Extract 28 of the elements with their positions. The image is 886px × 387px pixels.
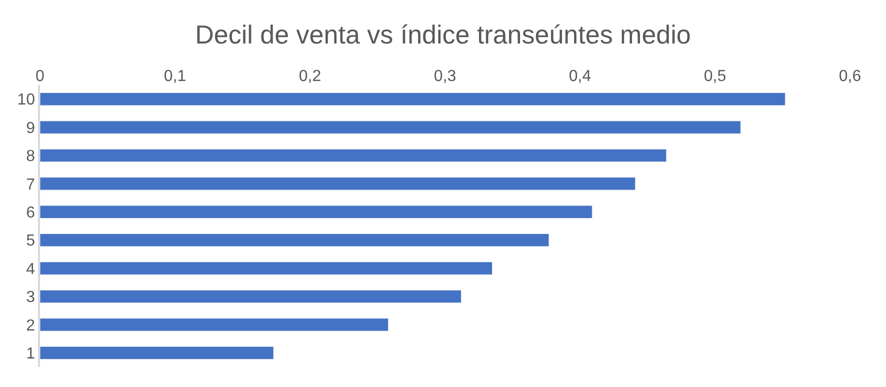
bar: [40, 290, 462, 304]
bar: [40, 262, 492, 275]
y-tick-label: 3: [26, 289, 36, 306]
y-tick-label: 2: [26, 317, 36, 334]
bar: [40, 205, 592, 218]
bar: [40, 234, 550, 247]
bar: [40, 120, 741, 134]
x-tick-label: 0,3: [434, 68, 456, 85]
bar: [40, 346, 274, 360]
y-tick-label: 9: [26, 120, 36, 137]
y-tick-label: 1: [26, 346, 36, 362]
y-tick-label: 6: [26, 204, 36, 222]
chart-title: Decil de venta vs índice transeúntes medio: [195, 19, 691, 50]
x-tick-label: 0,4: [568, 68, 592, 85]
y-tick-label: 7: [26, 176, 36, 194]
bar: [40, 148, 667, 162]
x-tick-label: 0,6: [838, 68, 862, 85]
x-tick-label: 0,1: [164, 68, 186, 85]
bar: [40, 177, 636, 190]
x-tick-label: 0,2: [298, 68, 322, 85]
bar: [40, 92, 786, 106]
y-tick-label: 4: [26, 260, 36, 278]
bar: [40, 318, 389, 332]
y-tick-label: 5: [26, 232, 36, 250]
y-tick-label: 10: [17, 92, 36, 109]
x-tick-label: 0,5: [704, 68, 726, 85]
x-tick-label: 0: [36, 68, 45, 85]
y-tick-label: 8: [26, 148, 36, 166]
